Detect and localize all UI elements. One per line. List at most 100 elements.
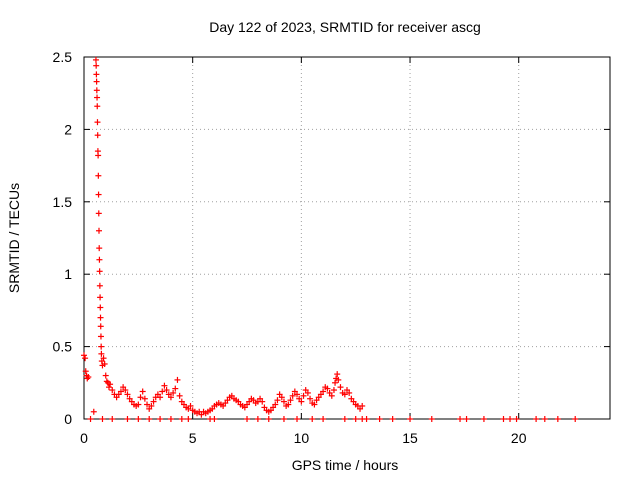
data-point xyxy=(289,392,296,399)
y-tick-label: 2 xyxy=(64,121,72,137)
points-layer xyxy=(81,56,579,422)
data-point xyxy=(87,416,94,422)
data-point xyxy=(167,394,174,401)
data-point xyxy=(533,416,540,422)
y-tick-label: 2.5 xyxy=(53,49,73,65)
tick-layer: 0 5 10 15 20 0 0.5 1 1.5 2 2.5 xyxy=(53,49,610,446)
data-point xyxy=(124,391,131,398)
data-point xyxy=(109,416,116,422)
data-point xyxy=(280,398,287,405)
data-point xyxy=(272,401,279,408)
data-point xyxy=(507,416,514,422)
data-point xyxy=(332,379,339,386)
y-axis-label: SRMTID / TECUs xyxy=(6,183,22,293)
data-point xyxy=(176,392,183,399)
chart-title: Day 122 of 2023, SRMTID for receiver asc… xyxy=(209,19,481,35)
data-point xyxy=(98,350,105,357)
data-point xyxy=(480,416,487,422)
data-point xyxy=(109,387,116,394)
data-point xyxy=(259,398,266,405)
data-point xyxy=(94,132,101,139)
data-point xyxy=(99,416,106,422)
data-point xyxy=(335,376,342,383)
data-point xyxy=(274,397,281,404)
data-point xyxy=(139,388,146,395)
data-point xyxy=(280,416,287,422)
y-tick-label: 1.5 xyxy=(53,194,73,210)
data-point xyxy=(167,416,174,422)
data-point xyxy=(337,384,344,391)
data-point xyxy=(95,210,102,217)
data-point xyxy=(97,333,104,340)
data-point xyxy=(572,416,579,422)
grid-layer xyxy=(84,57,610,419)
data-point xyxy=(211,416,218,422)
data-point xyxy=(98,343,105,350)
data-point xyxy=(97,323,104,330)
data-point xyxy=(163,387,170,394)
data-point xyxy=(117,388,124,395)
y-tick-label: 0.5 xyxy=(53,339,73,355)
data-point xyxy=(330,387,337,394)
data-point xyxy=(244,416,251,422)
y-tick-label: 0 xyxy=(64,411,72,427)
data-point xyxy=(94,119,101,126)
data-point xyxy=(85,374,92,381)
data-point xyxy=(265,416,272,422)
data-point xyxy=(101,360,108,367)
data-point xyxy=(513,416,520,422)
data-point xyxy=(96,245,103,252)
data-point xyxy=(334,371,341,378)
data-point xyxy=(96,268,103,275)
data-point xyxy=(96,282,103,289)
data-point xyxy=(150,398,157,405)
x-tick-label: 10 xyxy=(294,430,310,446)
data-point xyxy=(304,389,311,396)
data-point xyxy=(157,394,164,401)
data-point xyxy=(96,256,103,263)
data-point xyxy=(541,416,548,422)
data-point xyxy=(122,387,129,394)
data-point xyxy=(103,378,110,385)
data-point xyxy=(90,408,97,415)
data-point xyxy=(159,388,166,395)
data-point xyxy=(82,368,89,375)
data-point xyxy=(407,416,414,422)
data-point xyxy=(457,416,464,422)
data-point xyxy=(287,397,294,404)
data-point xyxy=(363,416,370,422)
data-point xyxy=(95,152,102,159)
data-point xyxy=(341,391,348,398)
data-point xyxy=(148,402,155,409)
data-point xyxy=(254,416,261,422)
data-point xyxy=(84,375,91,382)
data-point xyxy=(307,395,314,402)
data-point xyxy=(105,384,112,391)
data-point xyxy=(93,78,100,85)
data-point xyxy=(320,416,327,422)
data-point xyxy=(135,416,142,422)
data-point xyxy=(95,227,102,234)
data-point xyxy=(500,416,507,422)
data-point xyxy=(328,392,335,399)
data-point xyxy=(170,389,177,396)
data-point xyxy=(359,402,366,409)
data-point xyxy=(82,355,89,362)
data-point xyxy=(144,401,151,408)
data-point xyxy=(324,385,331,392)
data-point xyxy=(172,385,179,392)
data-point xyxy=(81,352,87,359)
data-point xyxy=(97,294,104,301)
data-point xyxy=(92,56,99,63)
data-point xyxy=(100,355,107,362)
data-point xyxy=(300,392,307,399)
data-point xyxy=(94,103,101,110)
data-point xyxy=(187,402,194,409)
x-tick-label: 5 xyxy=(189,430,197,446)
data-point xyxy=(102,372,109,379)
data-point xyxy=(352,416,359,422)
data-point xyxy=(93,71,100,78)
data-point xyxy=(389,416,396,422)
data-point xyxy=(285,401,292,408)
x-tick-label: 20 xyxy=(511,430,527,446)
